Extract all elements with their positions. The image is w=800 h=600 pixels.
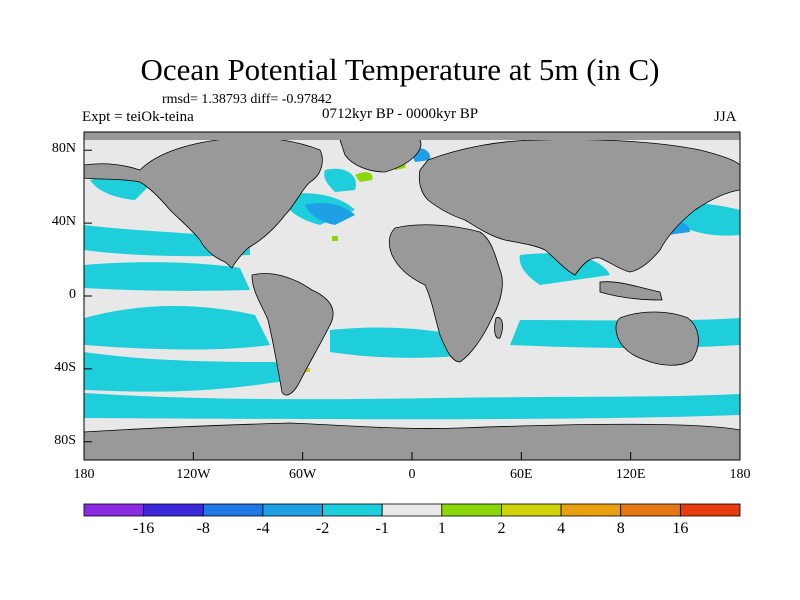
colorbar-swatch [202, 503, 264, 517]
colorbar-label: 16 [672, 520, 689, 537]
colorbar-label: -1 [375, 520, 389, 537]
lon-label: 120W [176, 467, 211, 482]
lon-label: 60E [510, 467, 533, 482]
colorbar-swatch [679, 503, 741, 517]
period-label: 0712kyr BP - 0000kyr BP [322, 106, 479, 122]
lat-label: 80S [54, 432, 76, 448]
colorbar-label: 2 [497, 520, 506, 537]
colorbar-swatch [262, 503, 323, 517]
colorbar-swatch [620, 503, 681, 517]
colorbar-label: -2 [315, 520, 330, 537]
lat-label: 40S [54, 359, 76, 375]
colorbar-swatch [441, 503, 502, 517]
colorbar-swatch [381, 503, 443, 517]
colorbar-swatch [143, 503, 204, 517]
maritime-continent [599, 281, 663, 301]
lon-label: 60W [289, 467, 317, 482]
plot-title: Ocean Potential Temperature at 5m (in C) [140, 52, 660, 87]
africa [388, 224, 503, 363]
colorbar-label: -4 [256, 520, 270, 537]
lon-label: 120E [615, 467, 646, 482]
lon-label: 180 [729, 467, 751, 482]
antarctica [84, 422, 740, 460]
lat-label: 0 [69, 287, 76, 302]
lon-label: 180 [73, 467, 95, 482]
lat-label: 80N [51, 141, 76, 157]
colorbar-swatch [83, 503, 145, 517]
colorbar-label: 1 [437, 520, 446, 537]
colorbar [83, 503, 741, 517]
colorbar-label: 8 [616, 520, 625, 537]
south-america [251, 273, 334, 396]
lon-label: 0 [408, 467, 416, 482]
colorbar-swatch [322, 503, 383, 517]
stats-line: rmsd= 1.38793 diff= -0.97842 [162, 92, 332, 107]
colorbar-swatch [560, 503, 622, 517]
colorbar-label: -8 [196, 520, 210, 537]
colorbar-label: 4 [557, 520, 566, 537]
australia [615, 311, 699, 366]
season-label: JJA [714, 109, 737, 125]
axis-ticks [83, 149, 741, 460]
experiment-label: Expt = teiOk-teina [82, 109, 194, 125]
arctic-region [84, 132, 740, 140]
madagascar [494, 317, 503, 339]
colorbar-label: -16 [132, 520, 155, 537]
land-masses [84, 134, 740, 460]
lat-label: 40N [51, 214, 76, 230]
eurasia [418, 139, 740, 276]
colorbar-swatch [501, 503, 562, 517]
north-america [84, 137, 323, 269]
